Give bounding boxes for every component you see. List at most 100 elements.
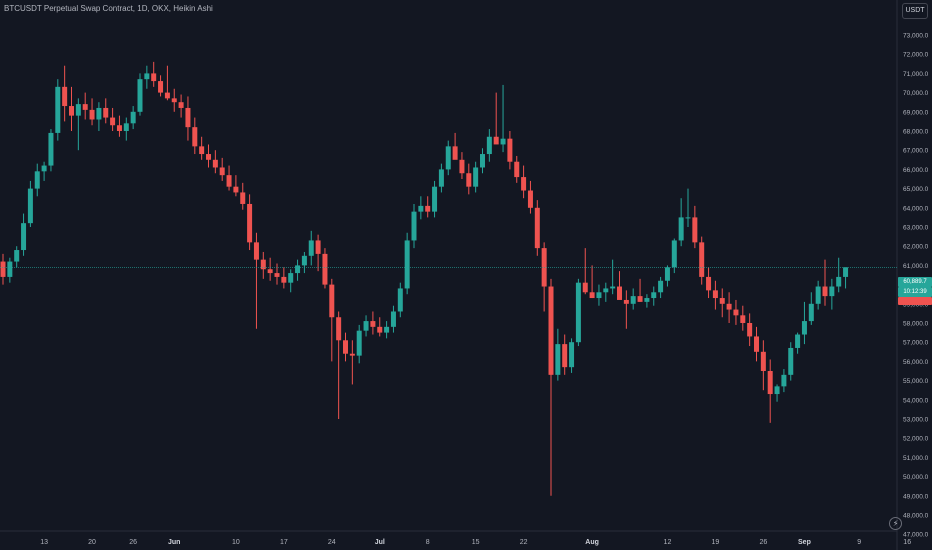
candle (658, 276, 664, 299)
x-tick-label: Jun (168, 539, 180, 546)
chart-title: BTCUSDT Perpetual Swap Contract, 1D, OKX… (4, 4, 213, 13)
candle (247, 194, 253, 251)
candle-body (445, 146, 451, 170)
candle-body (767, 371, 773, 395)
candle (226, 165, 232, 191)
candle-body (130, 111, 136, 124)
candle (48, 129, 54, 172)
x-tick-label: Jul (375, 539, 385, 546)
bolt-icon[interactable]: ⚡︎ (889, 517, 902, 530)
candle (644, 294, 650, 308)
candle-body (480, 154, 485, 168)
candle (562, 334, 568, 375)
candle-body (336, 317, 342, 341)
y-tick-label: 57,000.0 (903, 340, 929, 347)
candle (781, 369, 787, 393)
candle (589, 265, 595, 299)
candle-body (754, 336, 759, 352)
candle (514, 155, 520, 183)
candle-body (69, 106, 74, 116)
y-tick-label: 47,000.0 (903, 532, 929, 539)
candle-body (425, 205, 431, 212)
candle-body (137, 79, 143, 112)
candle-body (349, 353, 355, 356)
candle-body (630, 296, 636, 304)
candle-body (747, 323, 753, 337)
candle (69, 86, 74, 131)
candle (699, 236, 705, 285)
candle (582, 248, 588, 295)
candle-body (740, 315, 746, 323)
candle (767, 359, 773, 423)
candle (336, 311, 342, 419)
candle-body (685, 217, 691, 219)
candle (96, 102, 102, 131)
candle-body (151, 73, 157, 82)
candle-body (486, 136, 492, 155)
candle-body (82, 104, 88, 110)
candle-body (0, 261, 6, 277)
x-tick-label: 20 (88, 539, 96, 546)
candle (651, 286, 657, 306)
candle-body (158, 81, 164, 93)
candle-body (527, 190, 533, 208)
candle (240, 182, 246, 210)
candle-body (164, 92, 170, 99)
candle-body (322, 253, 328, 285)
x-tick-label: Sep (798, 539, 811, 546)
candle-body (48, 132, 54, 166)
candle-body (582, 282, 588, 293)
candle (192, 117, 198, 155)
candle-body (575, 282, 581, 343)
currency-button[interactable]: USDT (902, 3, 928, 19)
candle-body (370, 321, 376, 327)
candle-body (96, 107, 102, 120)
candle (363, 315, 369, 337)
candle-body (14, 250, 20, 262)
candle (569, 338, 575, 373)
candle-body (610, 286, 616, 289)
candle-body (801, 321, 807, 335)
candle-body (75, 104, 81, 116)
candle (527, 180, 533, 214)
candle-body (466, 173, 472, 187)
candle-body (473, 167, 479, 187)
candle (760, 340, 766, 391)
candle (308, 230, 314, 266)
candle (548, 278, 554, 496)
x-tick-label: 12 (664, 539, 672, 546)
candle-body (651, 292, 657, 299)
candle-body (548, 286, 554, 375)
candle (747, 313, 753, 347)
candle (315, 234, 321, 272)
candle-body (185, 107, 191, 128)
candle (843, 267, 849, 289)
candle (726, 292, 732, 323)
candle-body (521, 177, 527, 191)
candle-body (7, 261, 13, 277)
candle (596, 284, 602, 306)
candle (343, 332, 348, 362)
candle-body (404, 240, 410, 289)
candle-body (671, 240, 677, 268)
candle-body (692, 217, 698, 243)
candle (384, 321, 390, 339)
y-tick-label: 50,000.0 (903, 474, 929, 481)
candle-body (192, 127, 198, 147)
y-tick-label: 56,000.0 (903, 359, 929, 366)
candle-body (384, 326, 390, 333)
candle (432, 180, 438, 218)
candle (377, 317, 383, 337)
x-tick-label: 26 (129, 539, 137, 546)
candle-body (253, 242, 259, 260)
candle-body (233, 186, 239, 193)
candle-body (411, 211, 417, 241)
candle-body (240, 192, 246, 204)
y-tick-label: 72,000.0 (903, 52, 929, 59)
candle-body (397, 288, 403, 312)
candle-body (836, 276, 842, 287)
candle-body (212, 159, 218, 168)
candle (541, 242, 547, 312)
time-axis[interactable]: 13 20 26 Jun 10 17 24 Jul 8 15 22 Aug 12 19 26 Sep 9 16 (40, 539, 911, 546)
